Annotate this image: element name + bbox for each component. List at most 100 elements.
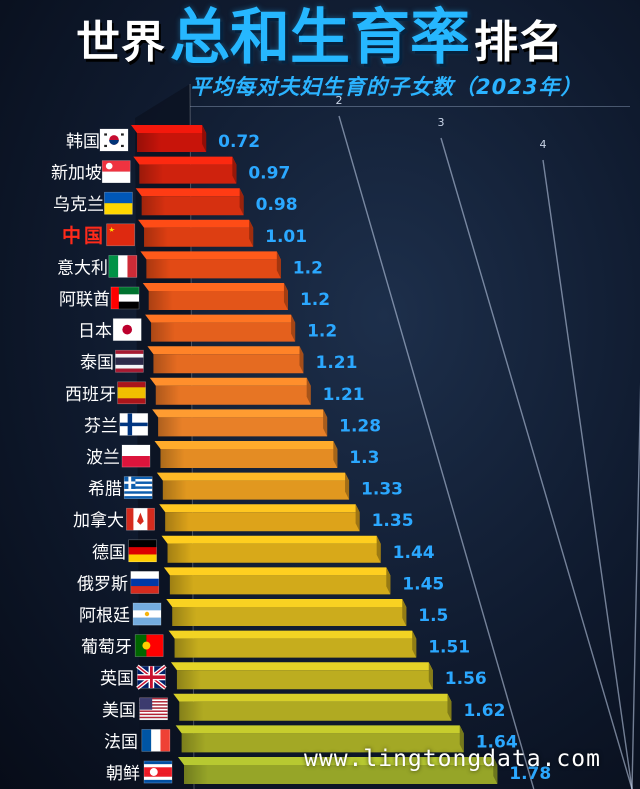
category-label: 德国 [92,543,126,563]
category-label: 法国 [104,732,138,752]
bar [142,283,288,310]
bar [140,251,281,279]
north-korea-flag-icon [143,760,173,784]
category-label: 新加坡 [51,164,102,184]
title-highlight: 总和生育率 [170,3,470,73]
uk-flag-icon [136,664,167,690]
category-label: 阿根廷 [79,606,130,626]
poland-flag-icon [121,444,151,468]
flags [99,128,173,784]
germany-flag-icon [128,539,157,563]
category-label: 意大利 [57,258,108,278]
category-label: 阿联酋 [59,290,110,310]
grid-line-4 [542,159,633,789]
greece-flag-icon [123,476,153,499]
italy-flag-icon [108,255,138,278]
x-tick-label: 4 [540,138,547,151]
category-label: 韩国 [66,132,100,152]
chart-subtitle: 平均每对夫妇生育的子女数（2023年） [190,72,630,107]
value-label: 0.72 [218,132,260,152]
value-label: 1.44 [393,543,435,563]
bar [159,504,360,532]
bar [154,441,338,468]
category-label: 希腊 [88,480,122,500]
value-label: 1.21 [323,385,365,405]
x-tick-label: 2 [336,94,343,107]
value-label: 1.2 [307,322,337,342]
value-label: 1.2 [293,258,323,278]
thailand-flag-icon [115,349,144,373]
category-label: 泰国 [80,353,114,373]
category-label: 西班牙 [65,385,116,405]
category-label: 波兰 [86,448,120,468]
bar [131,125,207,152]
south-korea-flag-icon [99,128,129,152]
japan-flag-icon [112,318,142,341]
category-label: 中国 [62,224,106,247]
grid-line-2 [338,115,535,789]
bar [163,567,391,595]
china-flag-icon [106,223,135,247]
spain-flag-icon [117,381,146,405]
value-label: 1.62 [463,701,505,721]
category-label: 朝鲜 [106,764,140,784]
category-label: 乌克兰 [53,195,104,215]
finland-flag-icon [119,413,149,436]
category-label: 英国 [100,669,134,689]
uae-flag-icon [110,286,140,310]
value-label: 1.21 [315,353,357,373]
value-label: 1.33 [361,480,403,500]
grid-lines: 2345 [336,94,640,789]
grid-line-3 [440,137,633,789]
category-label: 加拿大 [73,510,124,531]
bar [175,725,464,753]
value-labels: 0.72 0.97 0.98 1.01 1.2 1.2 1.2 1.21 1.21 1.28 1.3… [218,132,551,784]
watermark: www.lingtongdata.com [304,746,601,772]
usa-flag-icon [139,697,168,721]
bar [161,535,381,563]
value-label: 1.78 [509,764,551,784]
title-part-3: 排名 [474,17,564,68]
value-label: 1.01 [265,227,307,247]
argentina-flag-icon [132,602,162,626]
x-tick-label: 3 [438,116,445,129]
value-label: 1.51 [428,638,470,658]
category-label: 葡萄牙 [81,638,132,658]
bar [138,219,254,247]
bar [173,693,452,721]
bar [166,599,407,626]
value-label: 0.98 [256,195,298,215]
bars [131,125,498,784]
value-label: 1.56 [445,669,487,689]
value-label: 0.97 [248,164,290,184]
bar [145,314,296,342]
bar [156,472,350,500]
russia-flag-icon [130,571,160,594]
value-label: 1.3 [349,448,379,468]
category-labels: 韩国新加坡乌克兰中国意大利阿联酋日本泰国西班牙芬兰波兰希腊加拿大德国俄罗斯阿根廷… [51,132,140,784]
bar [170,662,433,690]
bar [168,630,417,658]
portugal-flag-icon [134,634,164,657]
bar [178,757,498,784]
page-title: 世界 总和生育率 排名 [0,3,640,76]
value-label: 1.35 [372,511,414,531]
value-label: 1.2 [300,290,330,310]
singapore-flag-icon [101,160,131,183]
bar [133,156,237,184]
ukraine-flag-icon [104,191,133,215]
bar [135,188,244,216]
bar [149,377,311,405]
bar [152,409,328,437]
canada-flag-icon [126,507,155,531]
category-label: 日本 [78,322,112,342]
category-label: 美国 [102,701,136,721]
value-label: 1.5 [418,606,448,626]
category-label: 芬兰 [84,416,118,436]
category-label: 俄罗斯 [77,574,128,594]
value-label: 1.64 [476,732,518,752]
bar [147,346,304,374]
value-label: 1.45 [402,574,444,594]
title-part-1: 世界 [76,17,166,68]
